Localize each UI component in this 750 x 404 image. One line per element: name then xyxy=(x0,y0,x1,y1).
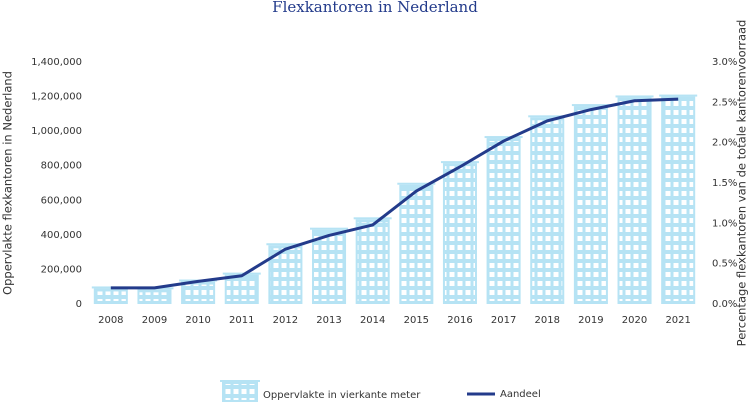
bar-windows xyxy=(444,166,475,301)
bar-windows xyxy=(575,109,606,301)
y2-tick-label: 3.0% xyxy=(712,57,737,68)
bar-windows xyxy=(314,232,345,301)
y2-tick-label: 2.0% xyxy=(712,138,737,149)
y-axis-title: Oppervlakte flexkantoren in Nederland xyxy=(1,71,15,295)
x-tick-label: 2010 xyxy=(185,315,210,326)
bar-windows xyxy=(270,248,301,301)
bar-roof xyxy=(397,182,436,185)
x-tick-label: 2013 xyxy=(316,315,341,326)
y-tick-label: 600,000 xyxy=(41,195,82,206)
bar-windows xyxy=(357,222,388,301)
y-tick-label: 400,000 xyxy=(41,230,82,241)
bar-windows xyxy=(95,291,126,301)
bar-roof xyxy=(659,94,698,97)
y-tick-label: 0 xyxy=(76,299,82,310)
chart-title: Flexkantoren in Nederland xyxy=(272,0,478,16)
x-tick-label: 2017 xyxy=(491,315,516,326)
x-tick-label: 2014 xyxy=(360,315,385,326)
y-tick-label: 1,400,000 xyxy=(31,57,82,68)
legend-swatch-roof xyxy=(220,380,260,382)
x-tick-label: 2011 xyxy=(229,315,254,326)
bar-windows xyxy=(619,100,650,301)
bar-roof xyxy=(440,161,479,164)
bar-windows xyxy=(139,292,170,301)
bar-roof xyxy=(310,227,349,230)
y-tick-label: 1,000,000 xyxy=(31,126,82,137)
bar-roof xyxy=(528,115,567,118)
legend-label: Aandeel xyxy=(500,389,541,400)
legend-label: Oppervlakte in vierkante meter xyxy=(263,390,421,401)
y2-tick-label: 1.0% xyxy=(712,218,737,229)
line xyxy=(110,97,679,290)
x-tick-label: 2016 xyxy=(447,315,472,326)
y-tick-label: 800,000 xyxy=(41,161,82,172)
x-tick-label: 2018 xyxy=(535,315,560,326)
y2-axis-title: Percentage flexkantoren van de totale ka… xyxy=(735,20,749,347)
bar-roof xyxy=(222,272,261,275)
x-tick-label: 2019 xyxy=(578,315,603,326)
bar-windows xyxy=(183,284,214,301)
y2-tick-label: 2.5% xyxy=(712,97,737,108)
bar-windows xyxy=(401,187,432,301)
bar-roof xyxy=(266,243,305,246)
y-tick-label: 1,200,000 xyxy=(31,92,82,103)
x-tick-label: 2021 xyxy=(665,315,690,326)
bar-roof xyxy=(571,104,610,107)
bar-windows xyxy=(663,99,694,301)
legend-swatch-windows xyxy=(224,384,256,400)
y2-tick-label: 0.0% xyxy=(712,299,737,310)
x-tick-label: 2015 xyxy=(404,315,429,326)
x-tick-label: 2012 xyxy=(273,315,298,326)
bar-windows xyxy=(488,141,519,301)
y-tick-label: 200,000 xyxy=(41,264,82,275)
x-tick-label: 2008 xyxy=(98,315,123,326)
bar-roof xyxy=(615,95,654,98)
bar-roof xyxy=(484,136,523,139)
y2-tick-label: 0.5% xyxy=(712,259,737,270)
y2-tick-label: 1.5% xyxy=(712,178,737,189)
x-tick-label: 2020 xyxy=(622,315,647,326)
bar-windows xyxy=(226,277,257,301)
x-tick-label: 2009 xyxy=(142,315,167,326)
bar-windows xyxy=(532,120,563,301)
bar-roof xyxy=(353,217,392,220)
